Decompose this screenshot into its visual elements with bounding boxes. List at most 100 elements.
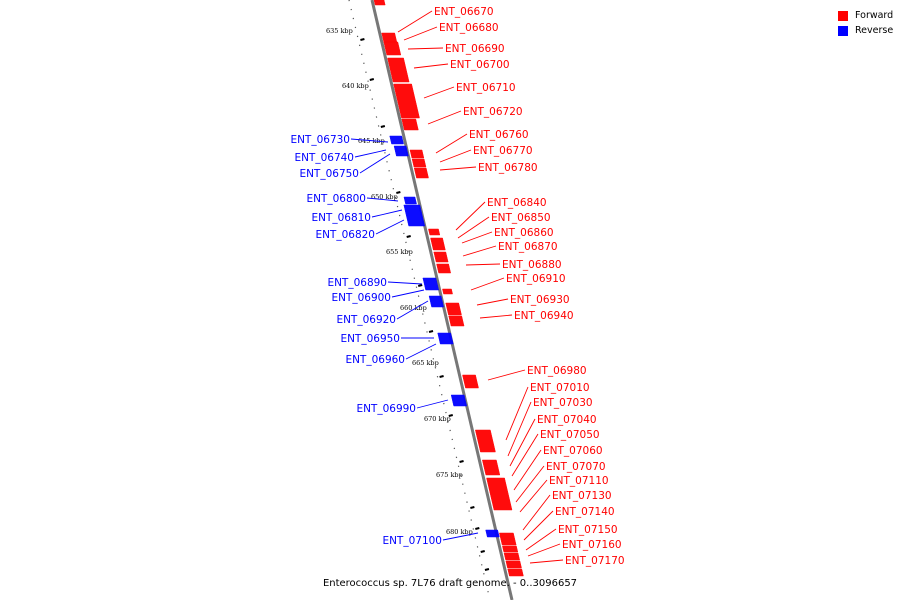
forward-gene-block [409,149,425,159]
reverse-gene-label: ENT_06920 [336,314,396,326]
reverse-leader-line [359,153,391,174]
tick-dash [428,330,434,333]
forward-gene-label: ENT_06710 [456,82,516,94]
forward-leader-line [527,543,561,557]
forward-gene-label: ENT_07060 [543,445,603,457]
forward-leader-line [397,10,433,33]
forward-leader-line [529,559,564,564]
forward-gene-block [462,374,479,389]
tick-label: 660 kbp [400,304,427,312]
legend-reverse: Reverse [838,23,893,38]
forward-leader-line [435,133,468,154]
forward-gene-label: ENT_07010 [530,382,590,394]
forward-leader-line [461,231,493,244]
forward-leader-line [479,314,513,319]
forward-gene-label: ENT_07040 [537,414,597,426]
reverse-gene-label: ENT_06800 [306,193,366,205]
reverse-gene-block [450,394,468,407]
forward-leader-line [455,201,486,231]
reverse-gene-label: ENT_06810 [311,212,371,224]
reverse-gene-label: ENT_06900 [331,292,391,304]
forward-gene-label: ENT_06880 [502,259,562,271]
tick-dash [439,375,444,378]
forward-gene-block [401,118,419,131]
forward-gene-label: ENT_06760 [469,129,529,141]
forward-gene-label: ENT_06690 [445,43,505,55]
tick-dash [484,568,490,571]
reverse-gene-block [393,145,409,157]
forward-leader-line [457,216,490,239]
forward-gene-label: ENT_06940 [514,310,574,322]
reverse-leader-line [371,209,403,218]
forward-gene-block [387,57,410,83]
tick-dash [396,191,401,194]
forward-leader-line [413,63,449,69]
forward-leader-line [407,47,444,50]
tick-label: 640 kbp [342,82,369,90]
forward-gene-block [381,32,398,43]
reverse-leader-line [416,399,449,409]
tick-dash [406,235,411,238]
forward-gene-block [507,568,524,577]
forward-gene-label: ENT_06720 [463,106,523,118]
forward-gene-block [499,532,517,546]
forward-gene-block [503,552,520,561]
forward-gene-block [486,477,513,511]
tick-dash [470,506,475,509]
forward-gene-block [393,83,420,119]
reverse-gene-block [485,529,500,538]
forward-leader-line [465,263,501,266]
forward-leader-line [487,369,526,381]
reverse-gene-label: ENT_07100 [382,535,442,547]
forward-gene-label: ENT_07030 [533,397,593,409]
reverse-swatch [838,25,848,36]
forward-gene-block [383,41,402,56]
forward-gene-label: ENT_07110 [549,475,609,487]
forward-leader-line [505,386,529,441]
reverse-gene-label: ENT_06820 [315,229,375,241]
forward-gene-block [428,228,441,236]
tick-label: 680 kbp [446,528,473,536]
forward-gene-block [436,263,452,274]
forward-leader-line [525,528,557,551]
tick-dash [475,527,480,530]
tick-label: 635 kbp [326,27,353,35]
reverse-leader-line [375,219,405,235]
reverse-gene-block [403,196,417,205]
reverse-gene-block [428,295,444,308]
reverse-leader-line [350,138,389,143]
reverse-gene-block [389,135,404,145]
forward-gene-label: ENT_06770 [473,145,533,157]
forward-gene-label: ENT_06870 [498,241,558,253]
forward-gene-label: ENT_06860 [494,227,554,239]
forward-gene-block [433,251,449,263]
forward-gene-label: ENT_06910 [506,273,566,285]
forward-gene-label: ENT_06670 [434,6,494,18]
legend-reverse-label: Reverse [855,25,894,36]
legend-forward-label: Forward [855,10,894,21]
forward-gene-label: ENT_06680 [439,22,499,34]
reverse-leader-line [391,289,425,298]
forward-gene-block [482,459,501,476]
legend: Forward Reverse [838,8,893,38]
forward-gene-label: ENT_06930 [510,294,570,306]
reverse-gene-label: ENT_06750 [299,168,359,180]
tick-dash [380,125,386,128]
forward-leader-line [511,433,539,477]
forward-gene-block [475,429,496,453]
forward-swatch [838,10,848,21]
forward-leader-line [523,510,554,541]
forward-leader-line [423,86,455,99]
forward-gene-label: ENT_07150 [558,524,618,536]
forward-gene-label: ENT_06980 [527,365,587,377]
reverse-gene-label: ENT_06740 [294,152,354,164]
forward-leader-line [522,494,551,531]
tick-label: 675 kbp [436,471,463,479]
forward-leader-line [439,166,477,171]
forward-leader-line [515,465,545,503]
tick-dash [369,78,375,81]
legend-forward: Forward [838,8,893,23]
reverse-leader-line [405,343,437,360]
